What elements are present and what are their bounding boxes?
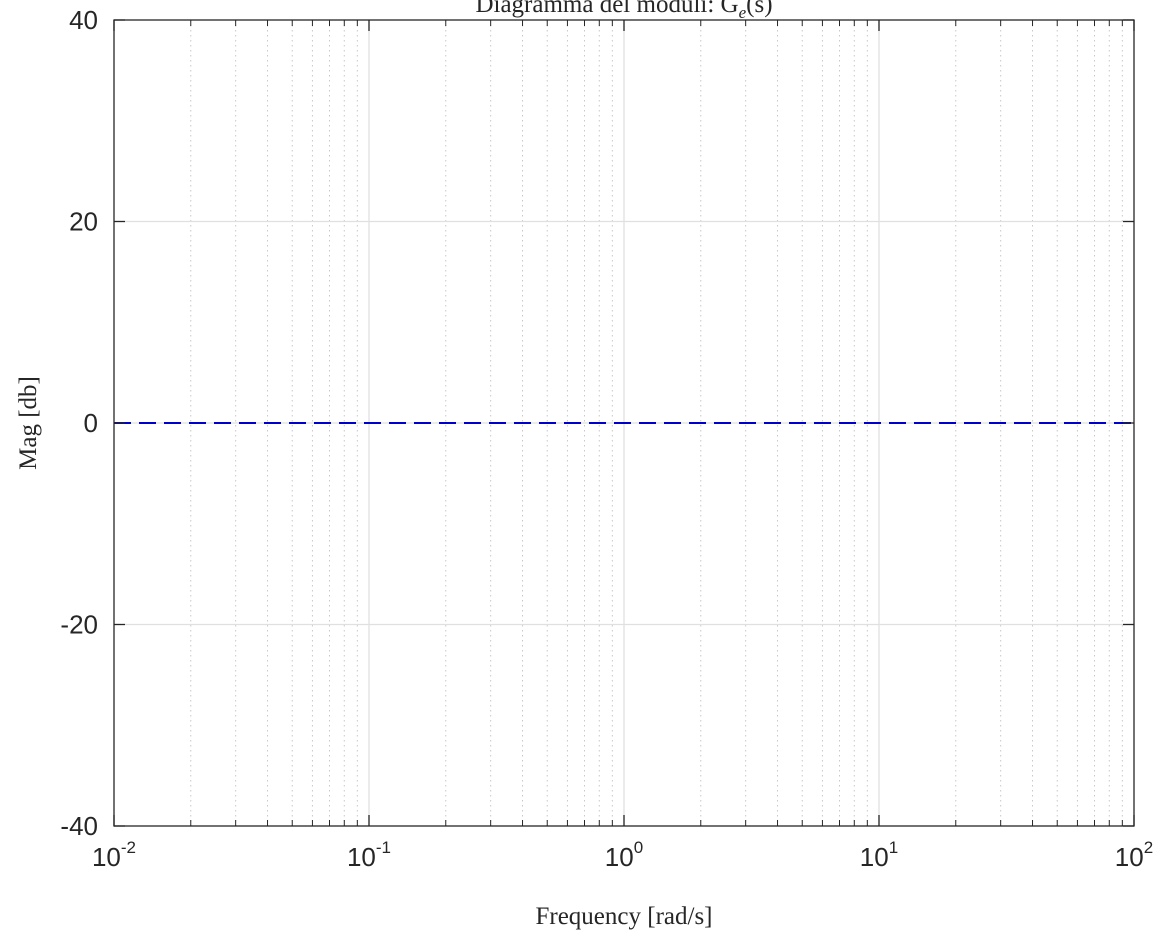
x-tick-label: 100 xyxy=(605,838,643,872)
x-tick-base: 10 xyxy=(92,842,121,872)
x-tick-label: 101 xyxy=(860,838,898,872)
x-tick-exponent: 1 xyxy=(889,838,898,857)
y-axis-label: Mag [db] xyxy=(15,376,42,470)
x-tick-label: 10-2 xyxy=(92,838,136,872)
y-tick-label: 0 xyxy=(84,408,98,438)
y-tick-label: 20 xyxy=(69,207,98,237)
chart-title: Diagramma del moduli: Ge(s) xyxy=(475,0,772,22)
x-tick-base: 10 xyxy=(1115,842,1144,872)
x-axis-label: Frequency [rad/s] xyxy=(535,903,712,930)
x-tick-exponent: 0 xyxy=(634,838,643,857)
y-tick-label: 40 xyxy=(69,5,98,35)
chart-title-main: Diagramma del moduli: G xyxy=(475,0,738,18)
x-tick-exponent: -1 xyxy=(376,838,391,857)
x-tick-label: 102 xyxy=(1115,838,1153,872)
y-tick-label: -40 xyxy=(60,811,98,841)
chart-title-subscript: e xyxy=(739,3,747,22)
x-tick-label: 10-1 xyxy=(347,838,391,872)
x-tick-exponent: -2 xyxy=(121,838,136,857)
chart-title-suffix: (s) xyxy=(746,0,772,18)
x-tick-base: 10 xyxy=(860,842,889,872)
x-tick-base: 10 xyxy=(605,842,634,872)
y-tick-label: -20 xyxy=(60,610,98,640)
x-tick-exponent: 2 xyxy=(1144,838,1153,857)
x-tick-base: 10 xyxy=(347,842,376,872)
